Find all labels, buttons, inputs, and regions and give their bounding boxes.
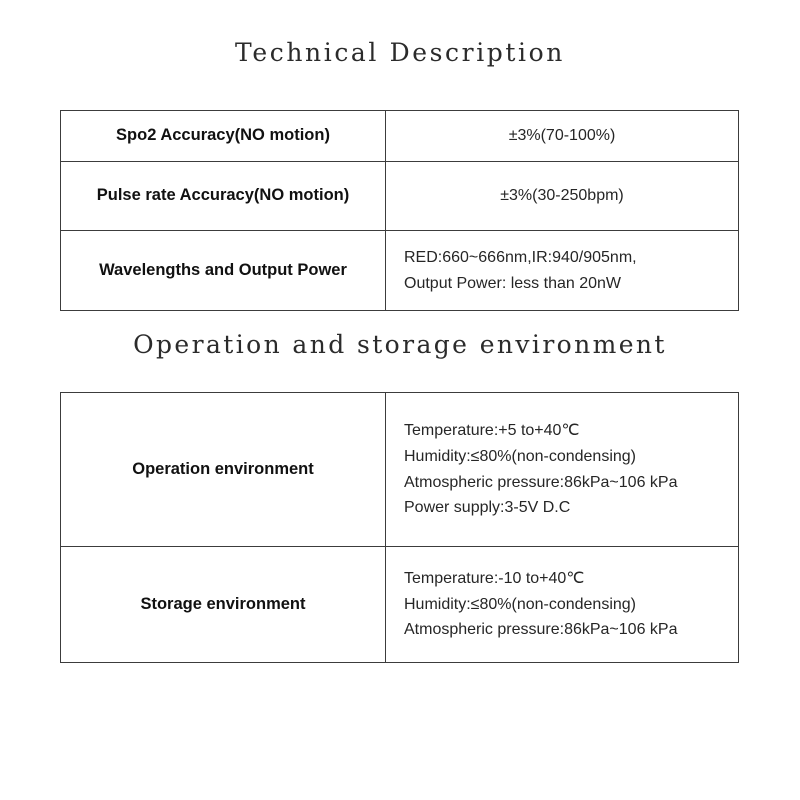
- table-row: Pulse rate Accuracy(NO motion) ±3%(30-25…: [60, 161, 739, 231]
- table-row: Storage environment Temperature:-10 to+4…: [60, 546, 739, 663]
- value-line: Atmospheric pressure:86kPa~106 kPa: [404, 621, 678, 639]
- spec-value-operation-environment: Temperature:+5 to+40℃ Humidity:≤80%(non-…: [385, 392, 739, 547]
- section-title-technical-description: Technical Description: [235, 38, 565, 67]
- value-line: ±3%(70-100%): [508, 127, 616, 145]
- table-row: Wavelengths and Output Power RED:660~666…: [60, 230, 739, 311]
- value-line: Output Power: less than 20nW: [404, 274, 621, 292]
- table-row: Operation environment Temperature:+5 to+…: [60, 392, 739, 547]
- value-line: Humidity:≤80%(non-condensing): [404, 595, 637, 613]
- spec-value-wavelengths-output-power: RED:660~666nm,IR:940/905nm, Output Power…: [385, 230, 739, 311]
- spec-label-spo2-accuracy: Spo2 Accuracy(NO motion): [60, 110, 386, 162]
- value-line: Humidity:≤80%(non-condensing): [404, 447, 637, 465]
- spec-value-pulse-rate-accuracy: ±3%(30-250bpm): [385, 161, 739, 231]
- value-line: Temperature:+5 to+40℃: [404, 421, 580, 439]
- spec-label-pulse-rate-accuracy: Pulse rate Accuracy(NO motion): [60, 161, 386, 231]
- spec-label-operation-environment: Operation environment: [60, 392, 386, 547]
- value-line: Temperature:-10 to+40℃: [404, 569, 585, 587]
- technical-description-table: Spo2 Accuracy(NO motion) ±3%(70-100%) Pu…: [60, 110, 739, 311]
- value-line: RED:660~666nm,IR:940/905nm,: [404, 248, 637, 266]
- value-line: ±3%(30-250bpm): [500, 187, 624, 205]
- value-line: Power supply:3-5V D.C: [404, 499, 571, 517]
- spec-value-spo2-accuracy: ±3%(70-100%): [385, 110, 739, 162]
- section-title-operation-storage-environment: Operation and storage environment: [133, 330, 667, 359]
- spec-label-wavelengths-output-power: Wavelengths and Output Power: [60, 230, 386, 311]
- value-line: Atmospheric pressure:86kPa~106 kPa: [404, 473, 678, 491]
- spec-label-storage-environment: Storage environment: [60, 546, 386, 663]
- table-row: Spo2 Accuracy(NO motion) ±3%(70-100%): [60, 110, 739, 162]
- spec-value-storage-environment: Temperature:-10 to+40℃ Humidity:≤80%(non…: [385, 546, 739, 663]
- environment-table: Operation environment Temperature:+5 to+…: [60, 392, 739, 663]
